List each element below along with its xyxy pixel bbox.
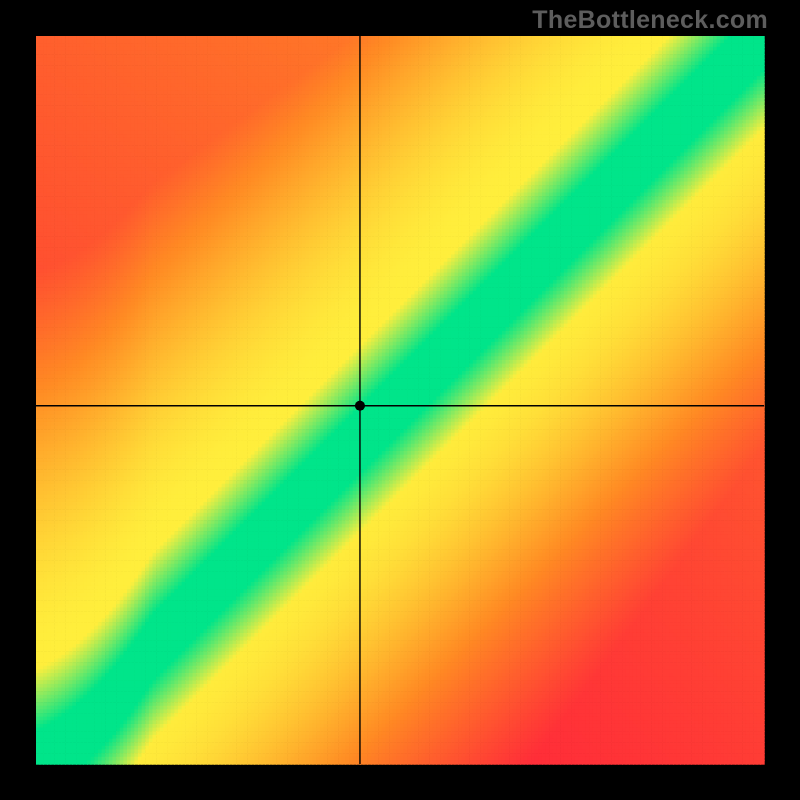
bottleneck-heatmap bbox=[0, 0, 800, 800]
watermark-text: TheBottleneck.com bbox=[532, 6, 768, 35]
